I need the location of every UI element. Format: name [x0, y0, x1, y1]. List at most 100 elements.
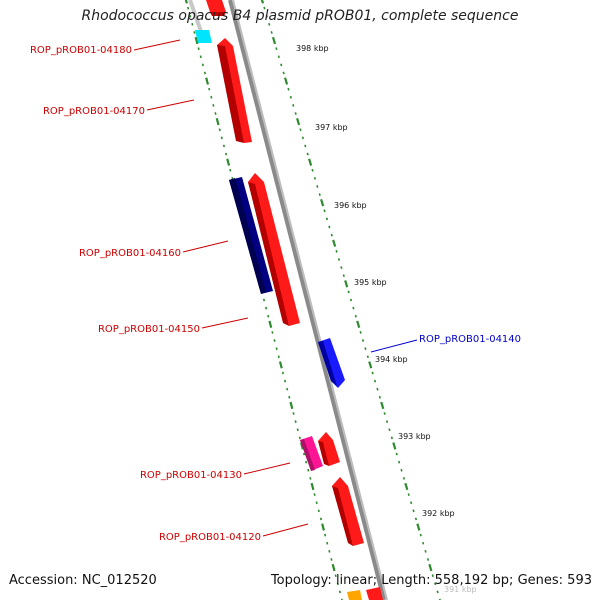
scale-tick-mark: [292, 412, 295, 415]
scale-tick-mark: [347, 290, 350, 294]
scale-tick-mark: [368, 361, 373, 369]
accession-label: Accession:: [9, 573, 78, 588]
gene-feature-04150-shade: [248, 182, 289, 326]
scale-tick-mark: [260, 0, 265, 4]
scale-tick-mark: [199, 55, 202, 59]
feature-unlabeled[interactable]: [318, 432, 340, 466]
gene-label-04140[interactable]: ROP_pROB01-04140: [419, 334, 521, 345]
scale-tick-mark: [271, 36, 277, 45]
scale-tick-mark: [325, 217, 329, 221]
scale-tick-mark: [193, 31, 196, 34]
scale-tick-mark: [340, 598, 343, 600]
scale-tick-mark: [267, 314, 270, 318]
scale-tick-mark: [371, 371, 374, 375]
scale-tick-mark: [380, 401, 385, 410]
scale-tick-mark: [424, 549, 427, 553]
feature-unlabeled[interactable]: [347, 590, 362, 600]
scale-tick-mark: [320, 199, 325, 207]
feature-unlabeled[interactable]: [206, 0, 226, 12]
scale-tick-mark: [404, 482, 409, 491]
scale-tick-mark: [270, 31, 273, 34]
scale-tick-mark: [284, 77, 289, 85]
gene-label-04170[interactable]: ROP_pROB01-04170: [43, 106, 145, 117]
scale-tick-mark: [224, 152, 228, 156]
scale-tick-mark: [287, 87, 290, 91]
gene-label-04160[interactable]: ROP_pROB01-04160: [79, 248, 181, 259]
gene-label-04120[interactable]: ROP_pROB01-04120: [159, 532, 261, 543]
sequence-summary: Topology: linear; Length: 558,192 bp; Ge…: [270, 573, 592, 588]
gene-features: [195, 0, 383, 600]
scale-tick-mark: [187, 6, 190, 10]
scale-tick-mark: [388, 428, 391, 432]
accession-info: Accession: NC_012520: [9, 573, 157, 588]
gene-labels: ROP_pROB01-04180 ROP_pROB01-04170 ROP_pR…: [30, 45, 521, 543]
scale-tick-mark: [407, 493, 410, 496]
scale-tick-mark: [275, 47, 278, 51]
scale-tick-mark: [416, 523, 421, 531]
scale-tick-mark: [373, 379, 377, 383]
feature-unlabeled[interactable]: [210, 12, 226, 16]
scale-tick-mark: [337, 258, 341, 261]
scale-tick-mark: [317, 509, 320, 513]
feature-unlabeled[interactable]: [366, 587, 383, 600]
scale-tick-mark: [262, 298, 266, 302]
scale-tick-mark: [335, 249, 338, 253]
scale-tick-label: 391 kbp: [444, 585, 477, 594]
scale-tick-mark: [419, 533, 422, 537]
scale-tick-mark: [212, 104, 215, 107]
scale-tick-mark: [354, 314, 357, 318]
scale-tick-label: 392 kbp: [422, 509, 455, 518]
scale-tick-mark: [288, 395, 291, 399]
scale-tick-mark: [218, 128, 221, 132]
scale-tick-mark: [278, 361, 283, 369]
scale-tick-mark: [338, 590, 341, 594]
gene-label-04180[interactable]: ROP_pROB01-04180: [30, 45, 132, 56]
scale-tick-mark: [226, 158, 231, 166]
scale-tick-mark: [352, 306, 355, 310]
scale-tick-mark: [364, 347, 367, 351]
scale-tick-mark: [392, 442, 397, 450]
topology-value: linear: [335, 573, 373, 588]
scale-tick-mark: [220, 136, 223, 140]
scale-tick-mark: [298, 436, 301, 440]
scale-tick-mark: [334, 574, 337, 578]
scale-tick-mark: [426, 558, 430, 561]
feature-unlabeled[interactable]: [195, 30, 212, 43]
length-label: Length:: [381, 573, 431, 588]
scale-tick-mark: [210, 95, 213, 99]
scale-tick-mark: [189, 14, 192, 18]
scale-tick-mark: [311, 168, 314, 172]
scale-tick-mark: [321, 523, 325, 531]
scale-tick-mark: [402, 477, 406, 480]
scale-tick-mark: [273, 339, 276, 342]
length-value: 558,192 bp: [434, 573, 510, 588]
scale-tick-mark: [328, 549, 331, 553]
scale-tick-mark: [414, 517, 418, 521]
gene-feature-04140-shade: [318, 341, 337, 386]
scale-tick-mark: [436, 590, 439, 594]
scale-tick-mark: [390, 436, 394, 440]
scale-tick-mark: [428, 563, 433, 572]
gene-feature-04120[interactable]: [332, 477, 364, 546]
scale-tick-mark: [361, 339, 365, 342]
scale-tick-mark: [268, 22, 271, 26]
scale-tick-label: 398 kbp: [296, 44, 329, 53]
gene-label-04150[interactable]: ROP_pROB01-04150: [98, 324, 200, 335]
accession-value: NC_012520: [81, 573, 157, 588]
scale-tick-mark: [194, 36, 199, 45]
scale-tick-mark: [214, 112, 217, 115]
scale-tick-mark: [332, 239, 337, 247]
scale-tick-mark: [275, 347, 278, 351]
scale-tick-mark: [282, 71, 285, 75]
label-leader-lines: [133, 39, 418, 537]
scale-tick-label: 395 kbp: [354, 278, 387, 287]
gene-label-04130[interactable]: ROP_pROB01-04130: [140, 470, 242, 481]
scale-tick-mark: [356, 320, 361, 328]
scale-tick-mark: [319, 517, 322, 521]
scale-tick-mark: [299, 128, 302, 132]
scale-tick-mark: [316, 185, 319, 188]
scale-tick-mark: [359, 331, 362, 334]
scale-tick-mark: [306, 152, 309, 156]
scale-tick-mark: [313, 177, 317, 180]
scale-tick-mark: [280, 63, 283, 67]
